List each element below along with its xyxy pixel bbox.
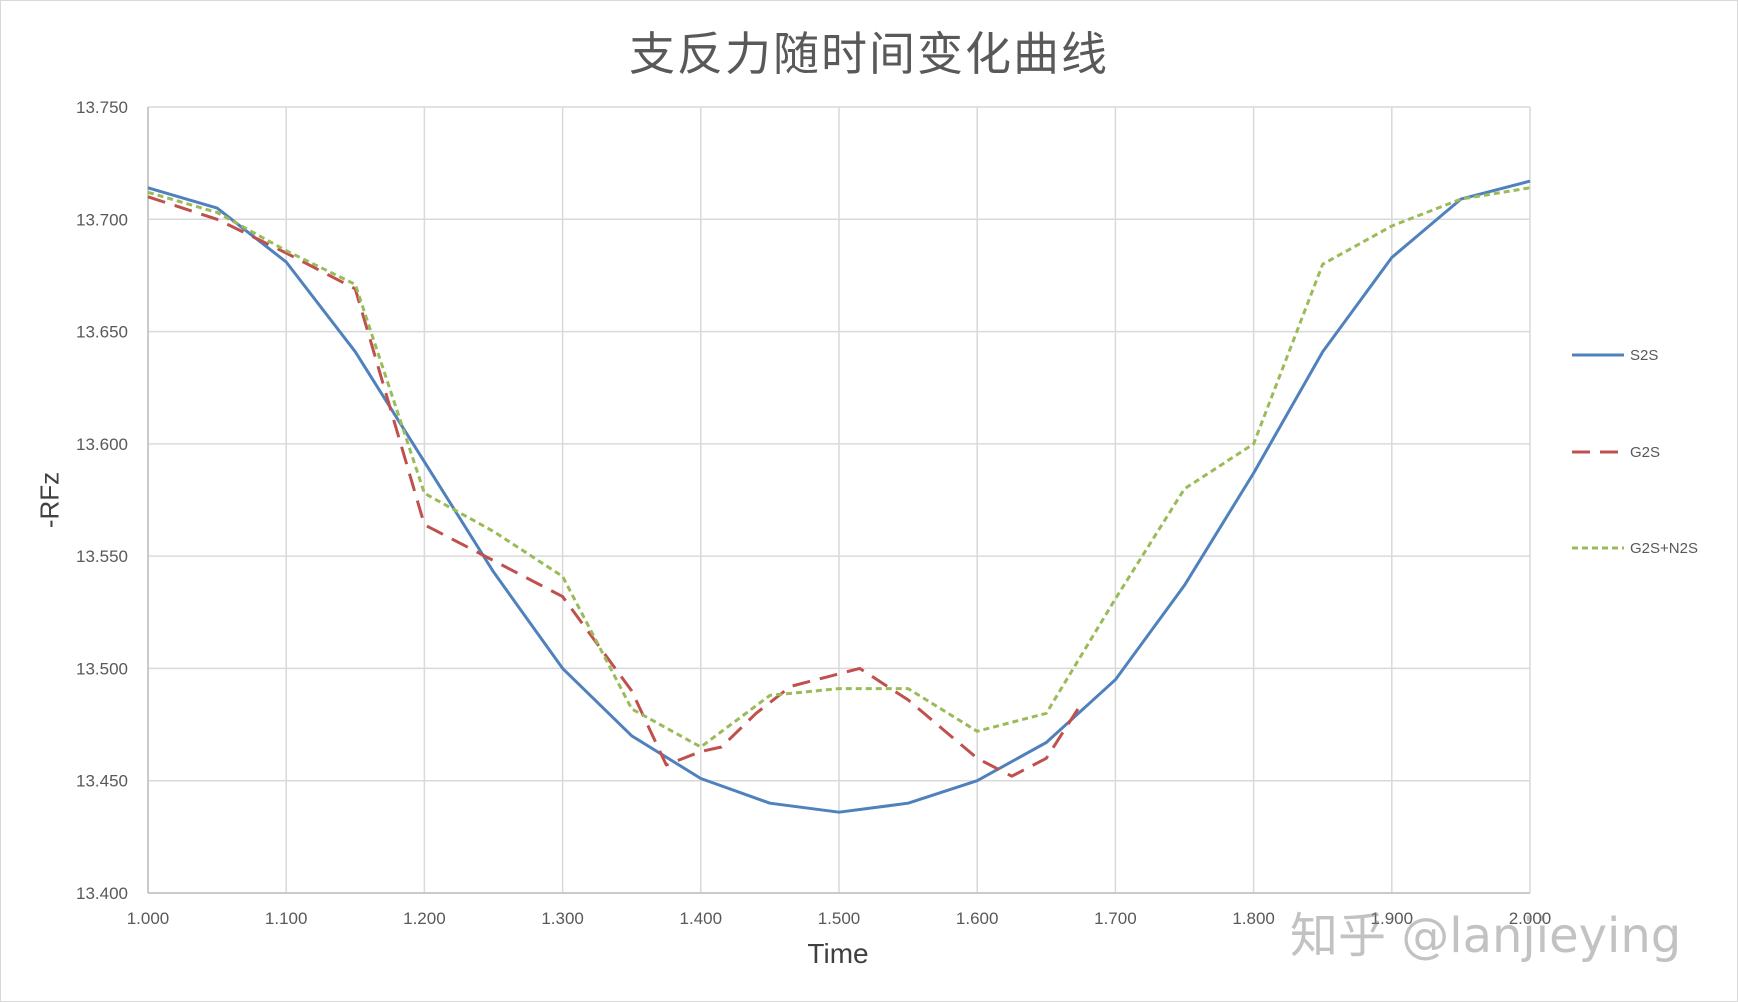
y-tick-label: 13.750: [76, 98, 128, 117]
series-line-s2s: [147, 179, 1531, 814]
x-tick-label: 1.200: [403, 909, 446, 928]
y-tick-label: 13.450: [76, 772, 128, 791]
x-tick-label: 1.500: [818, 909, 861, 928]
axes: [147, 107, 1530, 894]
y-tick-label: 13.550: [76, 547, 128, 566]
y-tick-label: 13.700: [76, 210, 128, 229]
series-line-g2s: [147, 195, 1083, 778]
grid-lines: [147, 106, 1531, 894]
x-tick-label: 1.700: [1094, 909, 1137, 928]
plot-area: [147, 179, 1531, 814]
legend-label: G2S+N2S: [1630, 540, 1698, 557]
legend-label: S2S: [1630, 347, 1658, 364]
watermark: 知乎 @lanjieying: [1290, 908, 1682, 964]
x-tick-label: 1.600: [956, 909, 999, 928]
x-tick-label: 2.000: [1509, 909, 1552, 928]
x-tick-label: 1.400: [680, 909, 723, 928]
series-line-g2s-n2s: [147, 186, 1531, 749]
y-tick-label: 13.400: [76, 884, 128, 903]
y-tick-label: 13.650: [76, 323, 128, 342]
y-tick-label: 13.600: [76, 435, 128, 454]
x-axis-label: Time: [807, 938, 869, 969]
x-tick-label: 1.100: [265, 909, 308, 928]
legend-label: G2S: [1630, 444, 1660, 461]
legend: S2S G2S G2S+N2S: [1572, 347, 1698, 557]
tick-labels: 1.000 1.100 1.200 1.300 1.400 1.500 1.600 1.700…: [76, 98, 1551, 928]
x-tick-label: 1.000: [127, 909, 170, 928]
x-tick-label: 1.300: [541, 909, 584, 928]
chart-title: 支反力随时间变化曲线: [629, 27, 1109, 81]
x-tick-label: 1.900: [1371, 909, 1414, 928]
y-tick-label: 13.500: [76, 659, 128, 678]
x-tick-label: 1.800: [1232, 909, 1275, 928]
